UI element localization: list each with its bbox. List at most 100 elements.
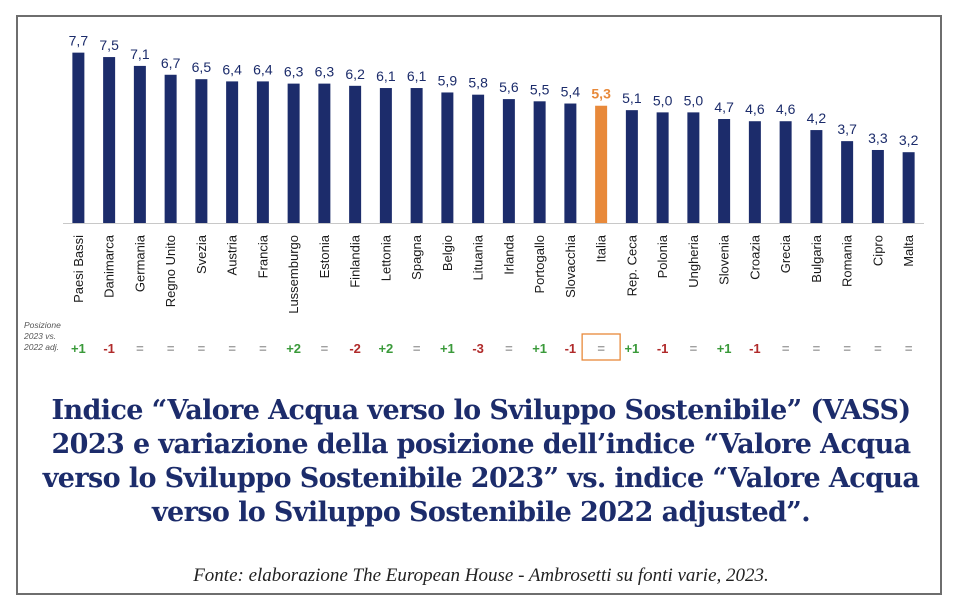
category-label-22: Slovenia: [717, 234, 732, 285]
bar-15: [502, 99, 515, 223]
bar-19: [625, 110, 638, 223]
category-label-27: Cipro: [870, 235, 885, 266]
value-label-25: 4,2: [807, 110, 827, 126]
position-change-15: =: [505, 341, 513, 356]
category-label-1: Paesi Bassi: [71, 235, 86, 303]
value-label-18: 5,3: [591, 86, 611, 102]
value-label-21: 5,0: [684, 92, 704, 108]
bar-22: [718, 119, 731, 223]
caption-title: Indice “Valore Acqua verso lo Sviluppo S…: [42, 395, 920, 528]
value-label-10: 6,2: [345, 66, 365, 82]
bar-27: [871, 149, 884, 223]
category-label-18: Italia: [594, 234, 609, 262]
caption-source: Fonte: elaborazione The European House -…: [193, 565, 769, 586]
category-label-19: Rep. Ceca: [624, 234, 639, 296]
value-label-26: 3,7: [837, 121, 857, 137]
value-label-20: 5,0: [653, 92, 673, 108]
bar-28: [902, 152, 915, 223]
category-label-9: Estonia: [317, 234, 332, 278]
category-label-24: Grecia: [778, 234, 793, 273]
category-label-12: Spagna: [409, 234, 424, 280]
category-label-6: Austria: [225, 234, 240, 275]
category-label-3: Germania: [132, 234, 147, 292]
position-change-9: =: [321, 341, 329, 356]
position-change-5: =: [198, 341, 206, 356]
position-change-7: =: [259, 341, 267, 356]
position-change-label: Posizione 2023 vs. 2022 adj.: [24, 320, 61, 352]
position-change-3: =: [136, 341, 144, 356]
bar-3: [133, 65, 146, 223]
value-label-5: 6,5: [192, 59, 212, 75]
category-label-15: Irlanda: [501, 234, 516, 275]
bar-11: [379, 88, 392, 223]
category-label-20: Polonia: [655, 234, 670, 278]
category-label-11: Lettonia: [378, 234, 393, 281]
bar-12: [410, 88, 423, 223]
position-change-12: =: [413, 341, 421, 356]
bar-2: [103, 57, 116, 223]
category-label-5: Svezia: [194, 234, 209, 274]
bar-chart: 7,7 Paesi Bassi +1 7,5 Danimarca -1 7,1 Germani…: [63, 33, 924, 361]
value-label-22: 4,7: [714, 99, 734, 115]
bar-13: [441, 92, 454, 224]
value-label-14: 5,8: [468, 75, 488, 91]
category-label-26: Romania: [840, 234, 855, 287]
position-change-16: +1: [532, 341, 547, 356]
value-label-19: 5,1: [622, 90, 642, 106]
value-label-16: 5,5: [530, 81, 550, 97]
value-label-4: 6,7: [161, 55, 181, 71]
category-label-8: Lussemburgo: [286, 235, 301, 314]
bar-5: [195, 79, 208, 223]
category-label-23: Croazia: [747, 234, 762, 280]
bar-4: [164, 74, 177, 223]
category-label-13: Belgio: [440, 235, 455, 271]
position-change-17: -1: [565, 341, 577, 356]
bar-8: [287, 83, 300, 223]
value-label-12: 6,1: [407, 68, 427, 84]
bar-18: [595, 105, 608, 223]
value-label-2: 7,5: [99, 37, 119, 53]
position-change-10: -2: [349, 341, 361, 356]
value-label-23: 4,6: [745, 101, 765, 117]
bar-6: [226, 81, 239, 224]
bar-24: [779, 121, 792, 223]
value-label-17: 5,4: [561, 84, 581, 100]
value-label-28: 3,2: [899, 132, 919, 148]
category-label-14: Lituania: [471, 234, 486, 280]
position-change-20: -1: [657, 341, 669, 356]
bar-25: [810, 130, 823, 223]
category-label-17: Slovacchia: [563, 234, 578, 298]
bar-10: [349, 85, 362, 223]
category-label-7: Francia: [255, 234, 270, 278]
value-label-7: 6,4: [253, 61, 273, 77]
position-change-24: =: [782, 341, 790, 356]
position-change-13: +1: [440, 341, 455, 356]
value-label-8: 6,3: [284, 64, 304, 80]
position-change-25: =: [813, 341, 821, 356]
position-change-18: =: [597, 341, 605, 356]
position-change-1: +1: [71, 341, 86, 356]
position-change-19: +1: [624, 341, 639, 356]
position-change-27: =: [874, 341, 882, 356]
position-change-8: +2: [286, 341, 301, 356]
category-label-16: Portogallo: [532, 235, 547, 294]
category-label-25: Bulgaria: [809, 234, 824, 282]
position-change-2: -1: [103, 341, 115, 356]
position-change-28: =: [905, 341, 913, 356]
position-change-21: =: [690, 341, 698, 356]
position-change-23: -1: [749, 341, 761, 356]
value-label-9: 6,3: [315, 64, 335, 80]
bar-14: [472, 94, 485, 223]
bar-9: [318, 83, 331, 223]
value-label-6: 6,4: [222, 61, 242, 77]
category-label-28: Malta: [901, 234, 916, 267]
value-label-27: 3,3: [868, 130, 888, 146]
bar-17: [564, 103, 577, 223]
category-label-21: Ungheria: [686, 234, 701, 288]
position-change-6: =: [228, 341, 236, 356]
value-label-1: 7,7: [69, 33, 89, 49]
bar-23: [748, 121, 761, 223]
category-label-10: Finlandia: [348, 234, 363, 288]
bar-7: [256, 81, 269, 224]
value-label-13: 5,9: [438, 72, 458, 88]
